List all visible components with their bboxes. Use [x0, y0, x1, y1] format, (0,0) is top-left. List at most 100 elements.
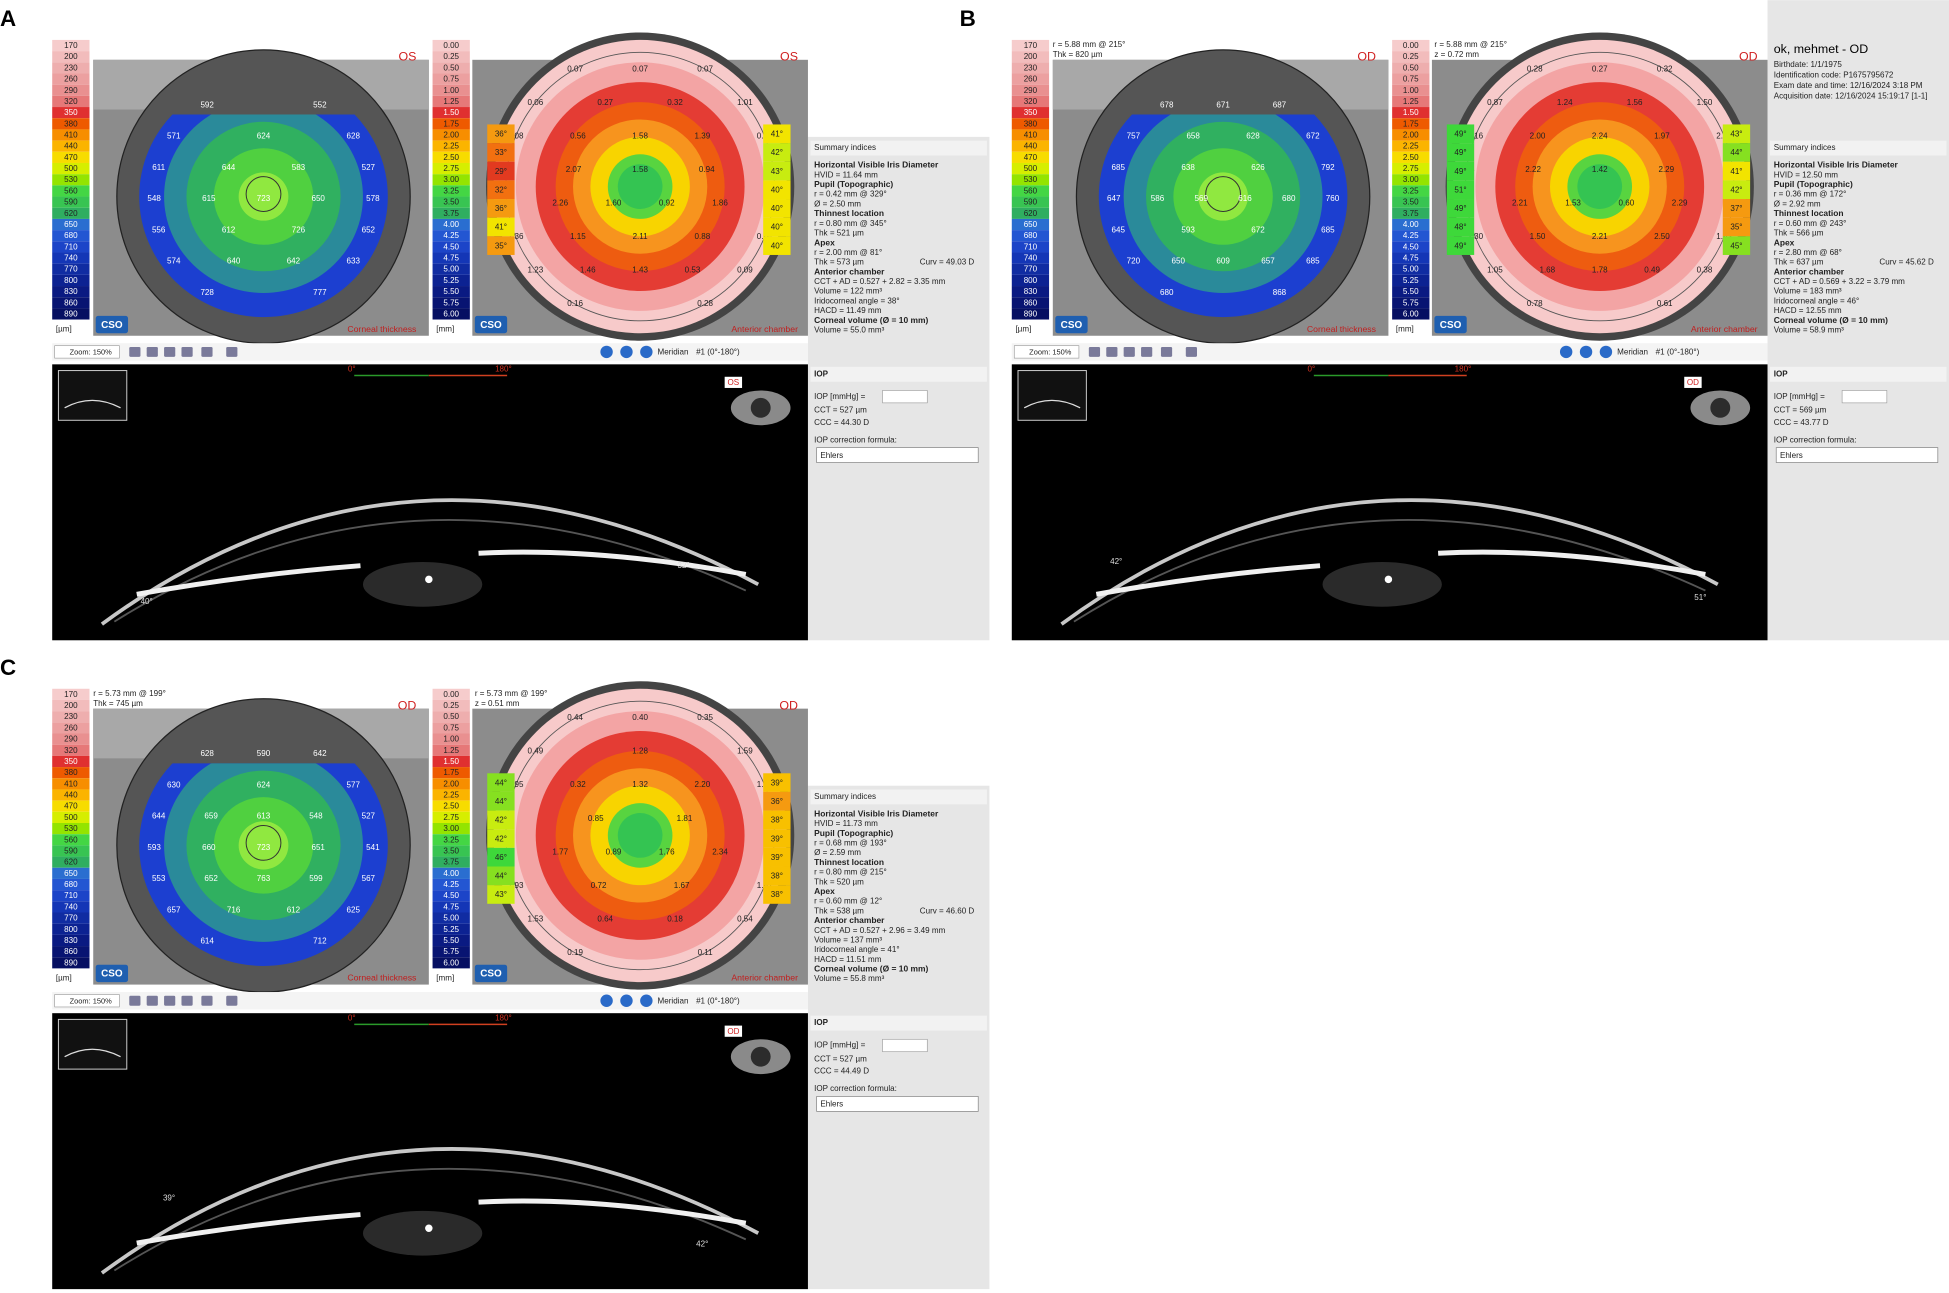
tool-icon[interactable] [226, 995, 238, 1006]
formula-select[interactable] [816, 447, 979, 463]
tool-icon[interactable] [201, 346, 213, 357]
tool-icon[interactable] [129, 346, 141, 357]
scale-swatch [1011, 241, 1050, 253]
tool-icon[interactable] [146, 346, 158, 357]
scale-label: 5.50 [1403, 287, 1419, 296]
angle-box [763, 773, 791, 792]
scale-swatch [52, 151, 90, 163]
scale-swatch [432, 800, 470, 812]
depth-value: 1.24 [1557, 98, 1573, 107]
tool-icon[interactable] [1088, 346, 1101, 357]
meridian-value[interactable]: #1 (0°-180°) [696, 996, 740, 1005]
nav-button[interactable] [640, 345, 653, 359]
nav-button[interactable] [1599, 345, 1613, 359]
thickness-value: 527 [362, 163, 376, 172]
nav-button[interactable] [1579, 345, 1593, 359]
formula-value[interactable]: Ehlers [820, 1100, 843, 1109]
scale-label: 4.75 [443, 254, 459, 263]
scale-swatch [52, 934, 90, 947]
depth-value: 2.21 [1512, 199, 1528, 208]
tool-icon[interactable] [1141, 346, 1153, 357]
nav-button[interactable] [620, 345, 633, 359]
depth-value: 0.28 [1527, 64, 1543, 73]
nav-button[interactable] [600, 345, 613, 359]
thickness-value: 657 [1261, 257, 1275, 266]
thickness-value: 628 [200, 749, 214, 758]
nav-button[interactable] [620, 994, 633, 1007]
formula-select[interactable] [1775, 447, 1939, 463]
angle-value: 41° [771, 130, 783, 139]
logo: CSO [480, 969, 502, 980]
iop-input[interactable] [882, 1038, 928, 1053]
thickness-value: 650 [1171, 257, 1185, 266]
meridian-value[interactable]: #1 (0°-180°) [1656, 348, 1700, 357]
tool-icon[interactable] [181, 995, 193, 1006]
cornea-section [100, 1147, 760, 1275]
nav-button[interactable] [640, 994, 653, 1007]
formula-select[interactable] [816, 1096, 979, 1112]
scale-swatch [432, 789, 470, 801]
depth-value: 0.18 [667, 914, 683, 923]
summary-line: r = 0.68 mm @ 193° [814, 839, 887, 848]
tool-icon[interactable] [1123, 346, 1135, 357]
scale-swatch [432, 286, 470, 298]
angle-value: 29° [495, 167, 507, 176]
scale-label: 620 [64, 858, 78, 867]
scale-swatch [1011, 62, 1050, 74]
tool-icon[interactable] [1106, 346, 1118, 357]
zoom-label[interactable]: Zoom: 150% [70, 348, 113, 357]
angle-value: 46° [495, 853, 507, 862]
cursor-readout: Thk = 745 µm [93, 699, 143, 708]
formula-value[interactable]: Ehlers [1780, 451, 1803, 460]
scale-swatch [432, 241, 470, 253]
angle-label: 42° [1110, 557, 1122, 566]
scale-label: 4.00 [443, 220, 459, 229]
scale-swatch [52, 912, 90, 924]
thickness-value: 527 [362, 812, 376, 821]
depth-value: 0.61 [1657, 299, 1673, 308]
thickness-value: 638 [1181, 163, 1195, 172]
scale-unit-bg [432, 319, 470, 336]
zoom-box[interactable] [54, 994, 120, 1008]
scale-swatch [432, 263, 470, 275]
nav-button[interactable] [1559, 345, 1573, 359]
zoom-label[interactable]: Zoom: 150% [70, 996, 113, 1005]
eye-label: OD [779, 698, 798, 712]
zoom-box[interactable] [54, 345, 120, 359]
angle-value: 44° [495, 797, 507, 806]
tool-icon[interactable] [181, 346, 193, 357]
thickness-value: 614 [200, 937, 214, 946]
zoom-box[interactable] [1013, 345, 1080, 359]
iop-input[interactable] [1841, 390, 1888, 404]
scale-swatch [52, 286, 90, 298]
scale-label: 0.50 [443, 63, 459, 72]
tool-icon[interactable] [1160, 346, 1173, 357]
scale-swatch [432, 934, 470, 947]
nav-button[interactable] [600, 994, 613, 1007]
scale-label: 2.75 [443, 164, 459, 173]
angle-value: 49° [1454, 204, 1466, 213]
summary-heading: Anterior chamber [1774, 266, 1845, 276]
formula-value[interactable]: Ehlers [820, 451, 843, 460]
zoom-label[interactable]: Zoom: 150% [1029, 348, 1072, 357]
tool-icon[interactable] [226, 346, 238, 357]
scale-swatch [1392, 297, 1430, 309]
tool-icon[interactable] [146, 995, 158, 1006]
tool-icon[interactable] [164, 346, 176, 357]
meridian-value[interactable]: #1 (0°-180°) [696, 348, 740, 357]
scale-swatch [1011, 84, 1050, 96]
tool-icon[interactable] [129, 995, 141, 1006]
depth-value: 0.06 [527, 98, 543, 107]
tool-icon[interactable] [1185, 346, 1197, 357]
scale-swatch [1011, 252, 1050, 264]
summary-line: CCT + AD = 0.527 + 2.82 = 3.35 mm [814, 277, 945, 286]
tool-icon[interactable] [201, 995, 213, 1006]
meridian-label: Meridian [658, 348, 689, 357]
summary-line: r = 0.60 mm @ 12° [814, 897, 882, 906]
iop-line: CCT = 527 µm [814, 1054, 867, 1063]
iop-input[interactable] [882, 390, 928, 404]
scale-swatch [1392, 84, 1430, 96]
scale-label: 2.00 [443, 131, 459, 140]
tool-icon[interactable] [164, 995, 176, 1006]
scale-label: 590 [1024, 198, 1038, 207]
